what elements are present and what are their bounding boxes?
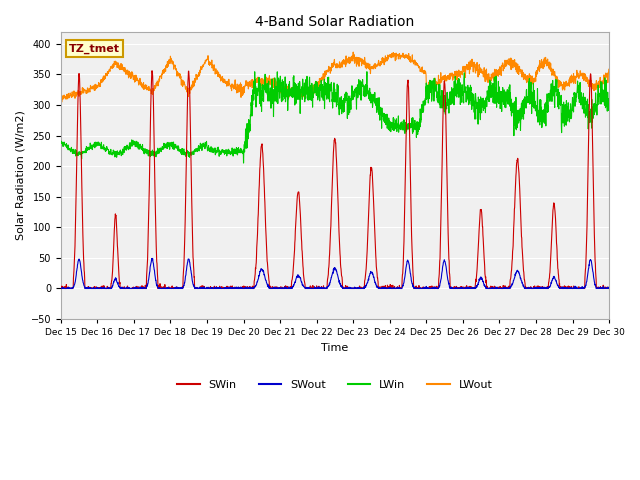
SWin [148, 68, 156, 73]
LWout [572, 74, 580, 80]
SWout [58, 286, 65, 291]
LWout [605, 66, 612, 72]
LWin [557, 99, 564, 105]
LWout [351, 57, 359, 63]
SWin [605, 286, 612, 291]
Line: SWout: SWout [61, 258, 609, 288]
LWout [349, 49, 357, 55]
Legend: SWin, SWout, LWin, LWout: SWin, SWout, LWin, LWout [173, 375, 497, 394]
SWin [363, 257, 371, 263]
SWin [351, 286, 358, 291]
LWin [572, 95, 580, 101]
SWout [57, 286, 65, 291]
SWin [494, 284, 502, 290]
Text: TZ_tmet: TZ_tmet [69, 44, 120, 54]
SWout [211, 286, 218, 291]
SWout [557, 286, 564, 291]
LWin [363, 69, 371, 74]
Line: SWin: SWin [61, 71, 609, 288]
LWout [210, 65, 218, 71]
Y-axis label: Solar Radiation (W/m2): Solar Radiation (W/m2) [15, 110, 25, 240]
SWout [572, 286, 580, 291]
LWout [58, 99, 66, 105]
SWin [557, 286, 564, 291]
SWout [351, 286, 359, 291]
LWin [363, 81, 371, 86]
SWout [605, 284, 612, 290]
LWin [57, 139, 65, 145]
LWin [351, 93, 358, 99]
SWin [210, 285, 218, 290]
X-axis label: Time: Time [321, 343, 349, 353]
SWout [148, 255, 156, 261]
LWout [57, 98, 65, 104]
Line: LWout: LWout [61, 52, 609, 102]
SWout [495, 286, 502, 291]
LWin [495, 78, 502, 84]
SWout [363, 280, 371, 286]
LWout [363, 61, 371, 67]
LWout [495, 73, 502, 79]
SWin [57, 286, 65, 291]
Title: 4-Band Solar Radiation: 4-Band Solar Radiation [255, 15, 415, 29]
SWin [572, 285, 580, 291]
LWin [210, 146, 218, 152]
LWin [240, 160, 248, 166]
LWout [557, 83, 564, 89]
Line: LWin: LWin [61, 72, 609, 163]
LWin [605, 106, 612, 111]
